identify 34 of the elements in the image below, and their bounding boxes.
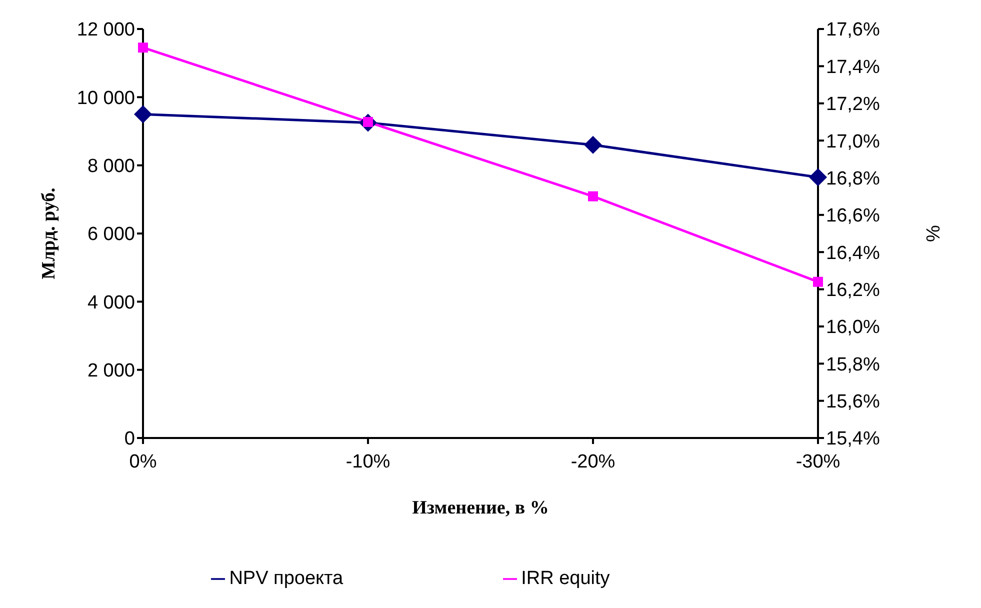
y-tick-label: 4 000 [87,292,135,314]
y2-tick-label: 16,2% [826,280,880,302]
legend-label: NPV проекта [229,568,344,589]
x-axis-title: Изменение, в % [412,497,549,518]
y2-tick-label: 17,0% [826,131,880,152]
x-tick-label: -30% [796,451,840,472]
y-tick-label: 6 000 [87,224,135,246]
y2-tick-label: 17,4% [826,56,880,78]
point [813,276,823,287]
y2-tick-label: 15,6% [826,392,880,413]
legend-label: IRR equity [521,568,610,589]
y-axis-title: Млрд. руб. [38,188,60,280]
x-tick-label: -10% [346,451,390,472]
y2-tick-label: 16,6% [826,206,880,227]
point [809,168,827,186]
y2-tick-label: 17,6% [826,20,880,41]
y-tick-label: 0 [124,428,135,450]
point [584,136,602,154]
y2-tick-label: 15,4% [826,428,880,450]
x-tick-label: 0% [129,451,157,472]
y2-tick-label: 15,8% [826,354,880,376]
point [588,191,598,202]
y-tick-label: 12 000 [76,20,135,41]
point [138,42,148,53]
x-tick-label: -20% [570,451,616,472]
point [134,105,152,124]
y2-axis-title: % [924,224,945,242]
y2-tick-label: 16,0% [826,317,880,338]
y-tick-label: 10 000 [76,88,135,109]
y2-tick-label: 16,8% [826,168,880,190]
y2-tick-label: 16,4% [826,242,880,264]
y2-tick-label: 17,2% [826,94,880,116]
y-tick-label: 2 000 [87,360,135,382]
y-tick-label: 8 000 [87,156,135,178]
